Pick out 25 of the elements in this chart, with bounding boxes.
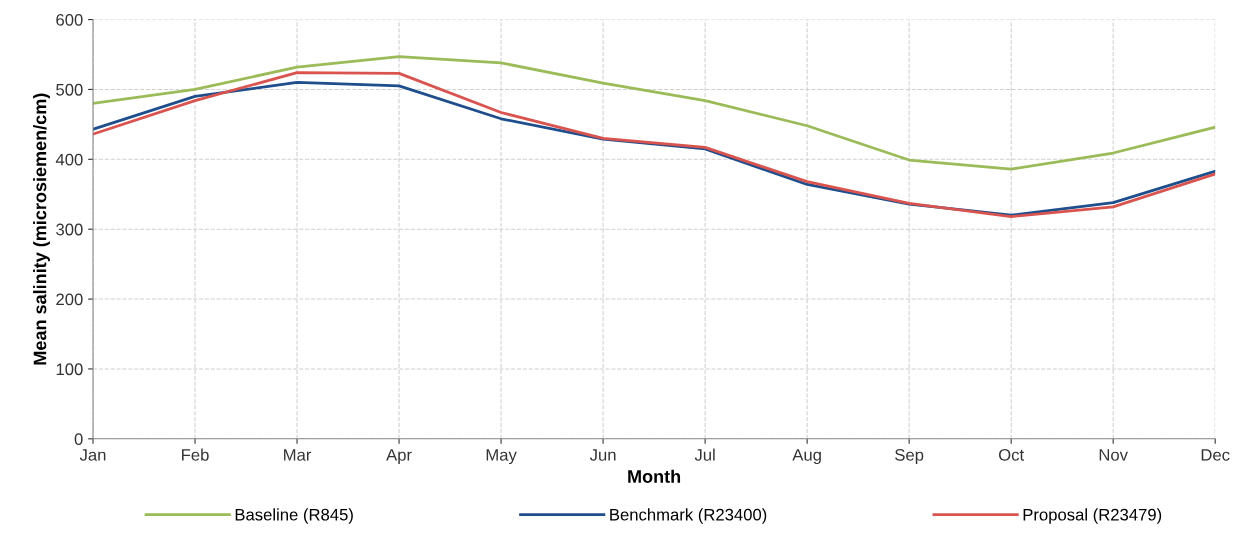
x-tick-label: Apr	[386, 449, 412, 465]
legend-label: Proposal (R23479)	[1023, 508, 1162, 524]
y-tick-label: 500	[56, 83, 83, 96]
x-tick-label: Jun	[589, 449, 616, 461]
legend-label: Benchmark (R23400)	[610, 508, 767, 524]
y-tick-label: 600	[56, 13, 83, 26]
line-series	[93, 55, 1216, 171]
x-tick-label: May	[486, 449, 517, 465]
x-tick-label: Sep	[895, 448, 924, 465]
x-tick-label: Jan	[79, 449, 106, 461]
x-tick-label: Mar	[284, 449, 312, 461]
x-tick-label: Oct	[998, 448, 1025, 461]
x-tick-label: Dec	[1201, 449, 1230, 461]
y-tick-label: 0	[74, 433, 83, 446]
x-tick-label: Aug	[792, 449, 821, 465]
y-tick-label: 400	[55, 153, 83, 166]
x-tick-label: Jul	[694, 448, 715, 461]
y-tick-label: 100	[56, 363, 83, 376]
x-axis-title: Month	[628, 469, 681, 483]
y-tick-label: 200	[56, 293, 83, 306]
legend-label: Baseline (R845)	[235, 508, 353, 524]
y-axis-title: Mean salinity (microsiemen/cm)	[33, 93, 50, 365]
x-tick-label: Nov	[1099, 449, 1128, 461]
y-tick-label: 300	[56, 223, 83, 236]
x-tick-label: Feb	[182, 448, 209, 461]
